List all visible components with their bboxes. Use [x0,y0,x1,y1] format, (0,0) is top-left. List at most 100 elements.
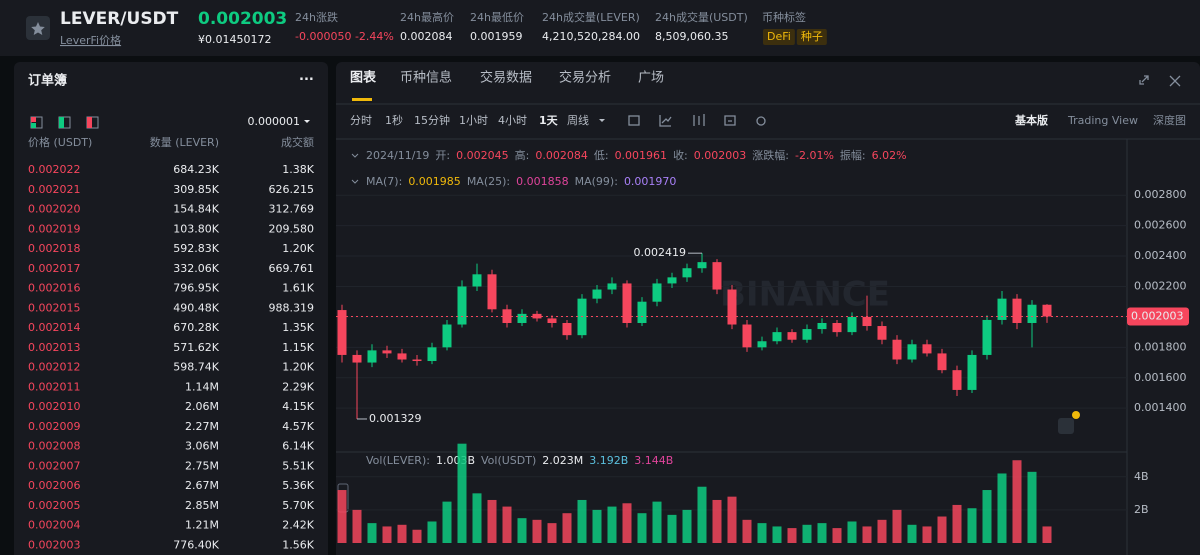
view-option[interactable]: Trading View [1067,114,1138,127]
ask-quantity[interactable]: 571.62K [173,341,219,354]
legend-text: 涨跌幅: [752,148,789,162]
tab[interactable]: 交易分析 [559,70,611,86]
ask-total[interactable]: 988.319 [269,301,315,314]
toolbar-icons[interactable] [628,75,1181,127]
collapse-caret[interactable] [351,179,359,184]
candle-body [382,350,392,354]
ask-price[interactable]: 0.002017 [28,262,81,275]
ask-price[interactable]: 0.002010 [28,400,81,413]
interval[interactable]: 周线 [567,113,589,127]
candle-body [1027,304,1037,323]
ask-price[interactable]: 0.002019 [28,222,81,235]
indicator-icon[interactable] [659,115,672,127]
ask-quantity[interactable]: 2.67M [185,479,219,492]
ask-quantity[interactable]: 684.23K [173,163,219,176]
ask-total[interactable]: 2.42K [282,519,314,532]
ask-quantity[interactable]: 2.85M [185,499,219,512]
layout-icon[interactable] [724,115,736,126]
ask-quantity[interactable]: 332.06K [173,262,219,275]
ask-total[interactable]: 1.35K [282,321,314,334]
order-button[interactable] [1058,418,1074,434]
interval[interactable]: 1小时 [459,114,488,127]
ask-quantity[interactable]: 1.14M [185,380,219,393]
ask-quantity[interactable]: 3.06M [185,440,219,453]
ask-quantity[interactable]: 796.95K [173,282,219,295]
ask-quantity[interactable]: 2.27M [185,420,219,433]
ask-price[interactable]: 0.002004 [28,519,81,532]
ask-total[interactable]: 1.20K [282,242,314,255]
interval[interactable]: 1秒 [385,113,403,127]
view-option[interactable]: 基本版 [1014,113,1048,127]
ask-total[interactable]: 6.14K [282,440,314,453]
tab[interactable]: 广场 [638,71,664,86]
ask-quantity[interactable]: 309.85K [173,183,219,196]
ask-price[interactable]: 0.002015 [28,301,81,314]
collapse-caret[interactable] [351,153,359,158]
ask-quantity[interactable]: 2.06M [185,400,219,413]
ask-price[interactable]: 0.002020 [28,203,81,216]
ask-price[interactable]: 0.002011 [28,380,81,393]
layout-toggles[interactable] [30,116,99,129]
calendar-icon[interactable] [628,115,640,126]
ask-total[interactable]: 5.70K [282,499,314,512]
volume-bar [337,490,347,543]
ask-price[interactable]: 0.002005 [28,499,81,512]
ask-quantity[interactable]: 592.83K [173,242,219,255]
tag[interactable]: 种子 [801,29,823,43]
interval[interactable]: 分时 [350,114,372,127]
ask-total[interactable]: 5.51K [282,459,314,472]
ask-price[interactable]: 0.002003 [28,538,81,551]
ask-price[interactable]: 0.002016 [28,282,81,295]
ask-total[interactable]: 4.15K [282,400,314,413]
ask-total[interactable]: 626.215 [269,183,315,196]
ask-total[interactable]: 312.769 [269,203,315,216]
ask-quantity[interactable]: 670.28K [173,321,219,334]
tag[interactable]: DeFi [767,30,791,43]
ask-quantity[interactable]: 490.48K [173,301,219,314]
tab[interactable]: 币种信息 [400,70,452,86]
interval[interactable]: 15分钟 [414,113,450,127]
interval[interactable]: 4小时 [498,114,527,127]
ask-price[interactable]: 0.002018 [28,242,81,255]
ask-price[interactable]: 0.002022 [28,163,81,176]
ask-quantity[interactable]: 776.40K [173,538,219,551]
ask-total[interactable]: 2.29K [282,380,314,393]
more-button[interactable]: ··· [299,73,314,88]
ask-quantity[interactable]: 2.75M [185,459,219,472]
ask-price[interactable]: 0.002013 [28,341,81,354]
ask-total[interactable]: 209.580 [269,222,315,235]
settings-icon[interactable] [756,116,766,126]
candle-icon[interactable] [693,114,705,126]
ask-quantity[interactable]: 103.80K [173,222,219,235]
ask-total[interactable]: 5.36K [282,479,314,492]
ask-total[interactable]: 669.761 [269,262,315,275]
ask-price[interactable]: 0.002006 [28,479,81,492]
ask-price[interactable]: 0.002021 [28,183,81,196]
ask-total[interactable]: 1.56K [282,538,314,551]
precision-select[interactable]: 0.000001 [248,115,301,128]
ask-price[interactable]: 0.002009 [28,420,81,433]
tab[interactable]: 图表 [350,70,377,86]
legend-text: 0.002045 [456,149,509,162]
ask-total[interactable]: 1.20K [282,361,314,374]
ask-price[interactable]: 0.002008 [28,440,81,453]
ask-quantity[interactable]: 154.84K [173,203,219,216]
collapse-icon[interactable] [1169,75,1181,87]
interval[interactable]: 1天 [539,114,559,127]
ask-quantity[interactable]: 1.21M [185,519,219,532]
ask-price[interactable]: 0.002014 [28,321,81,334]
ask-total[interactable]: 1.15K [282,341,314,354]
ask-price[interactable]: 0.002007 [28,459,81,472]
name-link[interactable]: LeverFi价格 [60,33,121,47]
legend-text: 6.02% [872,149,907,162]
ask-price[interactable]: 0.002012 [28,361,81,374]
ask-total[interactable]: 1.38K [282,163,314,176]
ask-total[interactable]: 4.57K [282,420,314,433]
expand-icon[interactable] [1139,75,1149,85]
view-option[interactable]: 深度图 [1153,113,1186,127]
tab[interactable]: 交易数据 [480,70,532,86]
ask-quantity[interactable]: 598.74K [173,361,219,374]
ask-total[interactable]: 1.61K [282,282,314,295]
toggle-both[interactable] [30,116,43,129]
